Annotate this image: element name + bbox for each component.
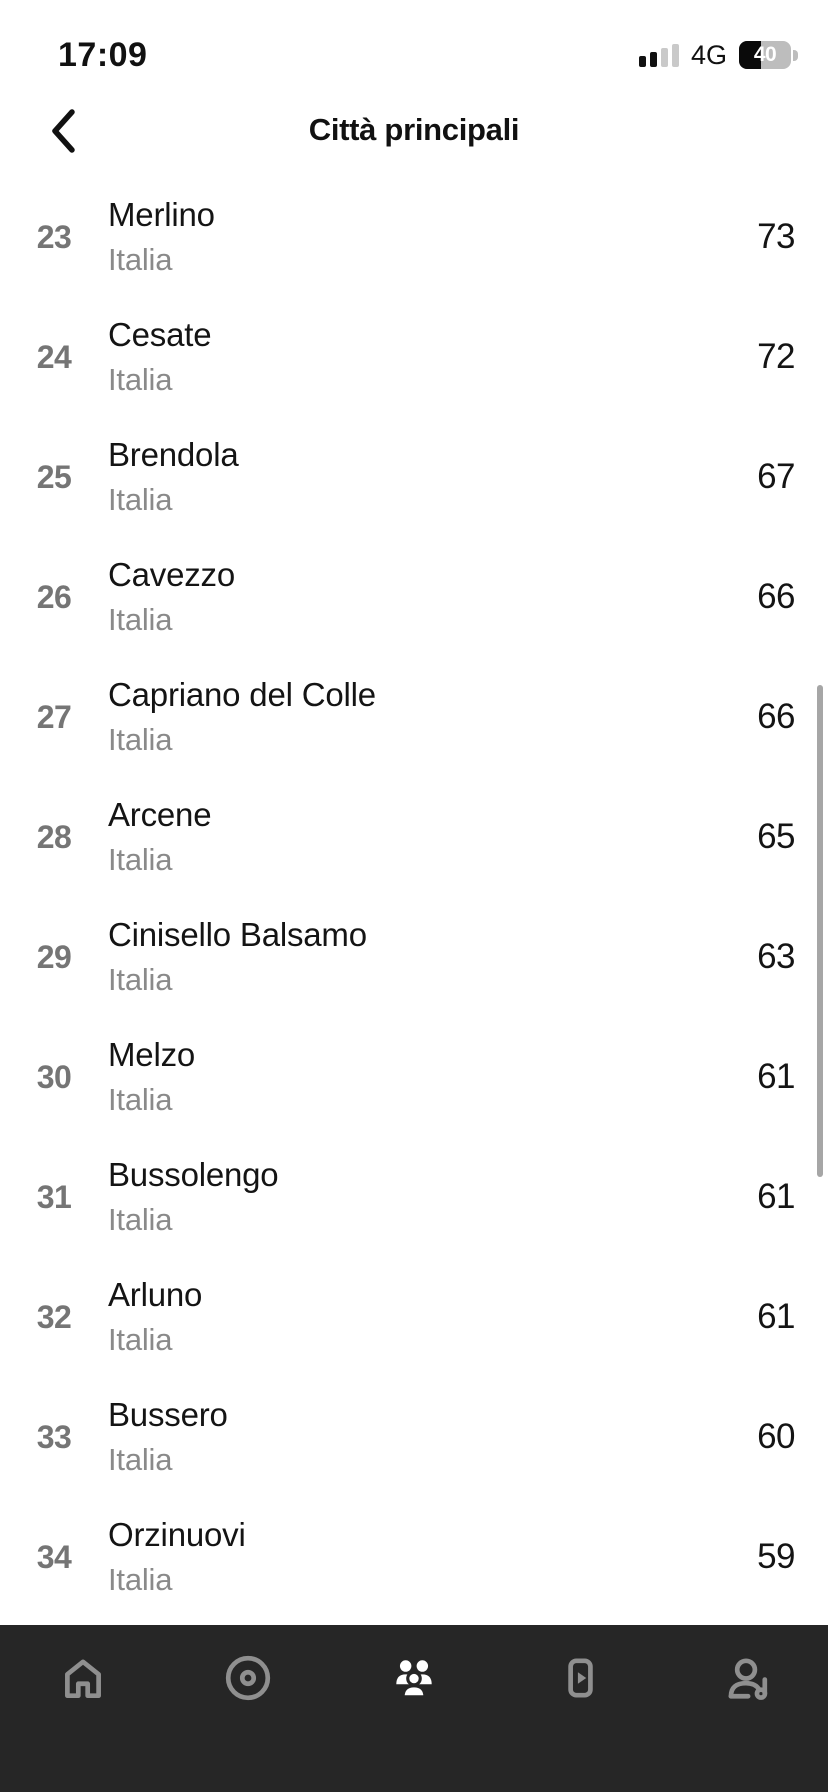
rank-number: 26 xyxy=(36,578,72,615)
city-name: Capriano del Colle xyxy=(108,676,376,713)
city-name: Brendola xyxy=(108,436,239,473)
city-list-row[interactable]: 27 Capriano del Colle Italia 66 xyxy=(0,657,828,777)
city-count-value: 72 xyxy=(757,337,795,376)
city-list-row[interactable]: 32 Arluno Italia 61 xyxy=(0,1257,828,1377)
page-title: Città principali xyxy=(308,112,520,147)
city-list-row[interactable]: 29 Cinisello Balsamo Italia 63 xyxy=(0,897,828,1017)
country-name: Italia xyxy=(108,1202,173,1237)
bottom-tab-bar xyxy=(0,1625,828,1792)
city-list-row[interactable]: 26 Cavezzo Italia 66 xyxy=(0,537,828,657)
city-list-row[interactable]: 33 Bussero Italia 60 xyxy=(0,1377,828,1497)
city-name: Bussolengo xyxy=(108,1156,279,1193)
rank-number: 25 xyxy=(36,458,72,495)
country-name: Italia xyxy=(108,842,173,877)
network-type-label: 4G xyxy=(690,39,727,70)
rank-number: 27 xyxy=(36,698,72,735)
city-count-value: 66 xyxy=(757,697,795,736)
country-name: Italia xyxy=(108,482,173,517)
chevron-left-icon xyxy=(48,107,80,158)
tab-inbox[interactable] xyxy=(497,1625,663,1707)
country-name: Italia xyxy=(108,1322,173,1357)
city-count-value: 66 xyxy=(757,577,795,616)
city-name: Melzo xyxy=(108,1036,196,1073)
city-list-row[interactable]: 24 Cesate Italia 72 xyxy=(0,297,828,417)
city-name: Merlino xyxy=(108,196,215,233)
country-name: Italia xyxy=(108,1442,173,1477)
country-name: Italia xyxy=(108,1562,173,1597)
scrollbar-thumb[interactable] xyxy=(817,685,823,1177)
tab-discover[interactable] xyxy=(166,1625,332,1707)
tab-profile[interactable] xyxy=(662,1625,828,1707)
rank-number: 34 xyxy=(36,1538,72,1575)
city-name: Cinisello Balsamo xyxy=(108,916,367,953)
battery-icon: 40 xyxy=(739,41,798,69)
rank-number: 33 xyxy=(36,1418,72,1455)
video-play-icon xyxy=(555,1653,605,1706)
status-bar: 17:09 4G 40 xyxy=(0,0,828,100)
city-list-row[interactable]: 34 Orzinuovi Italia 59 xyxy=(0,1497,828,1617)
city-list-row[interactable]: 30 Melzo Italia 61 xyxy=(0,1017,828,1137)
country-name: Italia xyxy=(108,602,173,637)
city-list-row[interactable]: 28 Arcene Italia 65 xyxy=(0,777,828,897)
battery-percent: 40 xyxy=(753,43,777,66)
country-name: Italia xyxy=(108,722,173,757)
rank-number: 29 xyxy=(36,938,72,975)
city-count-value: 61 xyxy=(757,1177,795,1216)
city-name: Cavezzo xyxy=(108,556,235,593)
profile-music-icon xyxy=(720,1653,770,1706)
back-button[interactable] xyxy=(38,104,90,160)
city-list: 23 Merlino Italia 73 24 Cesate Italia 72… xyxy=(0,177,828,1617)
city-count-value: 60 xyxy=(757,1417,795,1456)
city-count-value: 73 xyxy=(757,217,795,256)
country-name: Italia xyxy=(108,1082,173,1117)
city-list-row[interactable]: 23 Merlino Italia 73 xyxy=(0,177,828,297)
country-name: Italia xyxy=(108,362,173,397)
signal-strength-icon xyxy=(638,43,679,67)
tab-friends[interactable] xyxy=(331,1625,497,1707)
rank-number: 24 xyxy=(36,338,72,375)
country-name: Italia xyxy=(108,962,173,997)
rank-number: 23 xyxy=(36,218,72,255)
disc-icon xyxy=(223,1653,273,1706)
city-name: Arluno xyxy=(108,1276,203,1313)
friends-icon xyxy=(389,1653,439,1706)
city-name: Bussero xyxy=(108,1396,228,1433)
city-count-value: 63 xyxy=(757,937,795,976)
city-name: Arcene xyxy=(108,796,212,833)
tab-home[interactable] xyxy=(0,1625,166,1707)
city-name: Orzinuovi xyxy=(108,1516,246,1553)
home-icon xyxy=(58,1653,108,1706)
city-name: Cesate xyxy=(108,316,212,353)
city-count-value: 59 xyxy=(757,1537,795,1576)
rank-number: 30 xyxy=(36,1058,72,1095)
rank-number: 31 xyxy=(36,1178,72,1215)
country-name: Italia xyxy=(108,242,173,277)
city-count-value: 61 xyxy=(757,1297,795,1336)
city-list-row[interactable]: 31 Bussolengo Italia 61 xyxy=(0,1137,828,1257)
clock: 17:09 xyxy=(58,35,148,74)
rank-number: 28 xyxy=(36,818,72,855)
city-list-row[interactable]: 25 Brendola Italia 67 xyxy=(0,417,828,537)
navigation-header: Città principali xyxy=(0,98,828,164)
rank-number: 32 xyxy=(36,1298,72,1335)
city-count-value: 61 xyxy=(757,1057,795,1096)
city-count-value: 65 xyxy=(757,817,795,856)
city-count-value: 67 xyxy=(757,457,795,496)
